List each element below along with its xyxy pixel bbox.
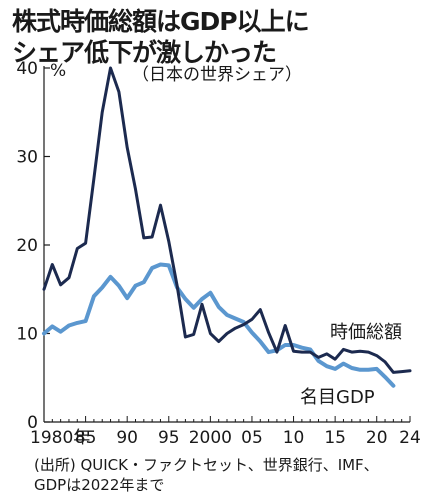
x-tick-label: 15: [324, 428, 346, 448]
series-group: [42, 66, 412, 388]
annotation-gdp: 名目GDP: [300, 387, 375, 408]
series-line-gdp: [42, 262, 396, 388]
y-tick-label: 0: [27, 413, 38, 433]
annotation-market-cap: 時価総額: [330, 322, 402, 343]
x-tick-label: 20: [366, 428, 388, 448]
x-tick-label: 05: [241, 428, 263, 448]
x-tick-label: 85: [75, 428, 97, 448]
y-tick-label: 10: [16, 325, 38, 345]
source-note: (出所) QUICK・ファクトセット、世界銀行、IMF、 GDPは2022年まで: [34, 455, 379, 495]
x-tick-label: 1980年: [30, 428, 90, 448]
chart-subtitle: （日本の世界シェア）: [132, 65, 302, 85]
series-line-market-cap: [42, 66, 412, 374]
y-tick-label: 30: [16, 148, 38, 168]
x-tick-label: 95: [158, 428, 180, 448]
y-tick-label: 20: [16, 236, 38, 256]
x-tick-label: 10: [283, 428, 305, 448]
title-line-1: 株式時価総額はGDP以上に: [12, 7, 310, 36]
title-line-2: シェア低下が激しかった: [12, 38, 277, 67]
x-tick-label: 2000: [189, 428, 232, 448]
y-unit-label: %: [50, 61, 66, 81]
source-line-1: (出所) QUICK・ファクトセット、世界銀行、IMF、: [34, 456, 379, 474]
y-tick-label: 40: [16, 59, 38, 79]
x-tick-label: 90: [116, 428, 138, 448]
x-tick-label: 24: [399, 428, 421, 448]
source-line-2: GDPは2022年まで: [34, 476, 165, 494]
chart-title: 株式時価総額はGDP以上に シェア低下が激しかった: [12, 6, 310, 68]
